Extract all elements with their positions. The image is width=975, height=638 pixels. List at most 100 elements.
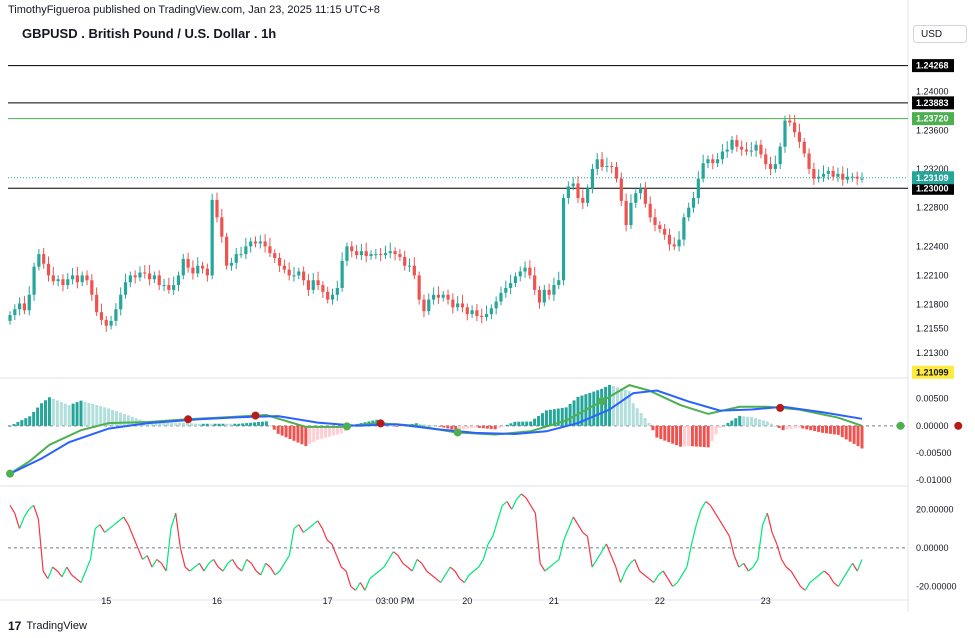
price-axis[interactable]: 1.24000 1.23600 1.23200 1.22800 1.22400 1.221… [912,59,957,591]
oscillator-segment [293,524,300,530]
oscillator-segment [326,539,333,545]
time-axis[interactable]: 15 16 17 03:00 PM 20 21 22 23 [101,596,770,606]
candle-body [147,273,152,280]
candle-body [595,159,599,169]
oscillator-segment [75,578,82,584]
oscillator-segment [284,555,290,564]
candle-body [456,303,460,308]
oscillator-segment [624,562,631,572]
candle-body [335,287,339,295]
candle-body [643,188,647,204]
oscillator-segment [42,570,49,580]
histogram-bar [87,402,91,426]
oscillator-segment [695,509,702,525]
histogram-bar [836,425,840,435]
candle-body [797,132,802,142]
oscillator-segment [643,574,650,580]
tradingview-footer[interactable]: 17 TradingView [8,619,87,633]
histogram-bar [635,408,639,426]
histogram-bar [36,407,40,426]
oscillator-segment [33,505,39,520]
candle-body [802,141,806,154]
candle-body [759,144,763,155]
currency-button[interactable]: USD [913,25,967,43]
candle-body [807,153,811,169]
candle-body [56,279,60,282]
oscillator-segment [667,578,674,587]
candle-body [66,279,70,286]
histogram-bar [47,397,51,426]
histogram-bar [825,425,828,434]
oscillator-segment [804,582,811,591]
candle-body [754,144,758,151]
histogram-bar [604,386,608,426]
oscillator-segment [766,512,773,533]
oscillator-segment [104,528,110,533]
oscillator-segment [426,570,432,576]
histogram-bar [801,425,805,429]
histogram-bar [596,390,600,426]
oscillator-segment [714,512,721,522]
histogram-bar [91,403,95,426]
candle-body [836,173,840,177]
oscillator-segment [728,536,735,556]
histogram-bar [686,425,690,446]
histogram-bar [832,425,836,435]
histogram-bar [501,425,505,427]
horizontal-levels[interactable] [8,65,908,189]
histogram-bar [521,421,525,426]
candle-body [403,257,407,266]
histogram-bar [51,398,55,426]
candle-body [422,299,426,312]
level-label-bg [912,96,954,110]
histogram-bar [320,425,324,439]
histogram-bar [576,396,580,426]
candle-body [860,178,864,180]
candle-body [152,275,157,280]
cross-dot [251,411,260,420]
histogram-bar [813,425,817,432]
oscillator-segment [620,570,626,583]
time-tick-label: 15 [101,596,111,606]
candle-body [629,202,633,226]
oscillator-segment [127,524,134,537]
candle-body [412,265,416,276]
oscillator-segment [142,555,148,560]
candle-body [196,265,200,274]
current-price-label-bg [912,171,954,185]
histogram-bar [328,425,331,437]
histogram-bar [690,425,694,447]
histogram-bar [280,425,284,436]
oscillator-segment [222,562,229,572]
oscillator-segment [444,566,451,576]
low-price-label: 1.21099 [916,367,949,377]
publish-info: TimothyFigueroa published on TradingView… [8,4,380,16]
histogram-bar [83,401,87,426]
histogram-bar [722,425,726,427]
oscillator-segment [94,524,101,530]
histogram-bar [391,425,395,427]
oscillator-segment [56,570,63,578]
oscillator-segment [762,512,768,525]
histogram-bar [600,388,604,426]
histogram-bar [860,425,864,449]
oscillator-segment [99,524,106,533]
oscillator-segment [388,551,394,560]
candle-body [826,170,830,174]
histogram-bar [335,425,339,435]
candle-body [773,164,777,169]
histogram-bar [111,409,115,426]
oscillator-segment [71,574,77,580]
candle-body [176,275,181,286]
candle-body [735,139,739,147]
candle-body [277,257,282,266]
candle-body [552,285,556,295]
candle-body [407,265,412,267]
histogram-bar [20,420,24,426]
oscillator-segment [634,559,641,572]
candle-body [821,173,826,177]
oscillator-segment [847,562,854,572]
histogram-bar [28,416,32,426]
candle-body [210,199,214,276]
histogram-bar [643,418,647,426]
